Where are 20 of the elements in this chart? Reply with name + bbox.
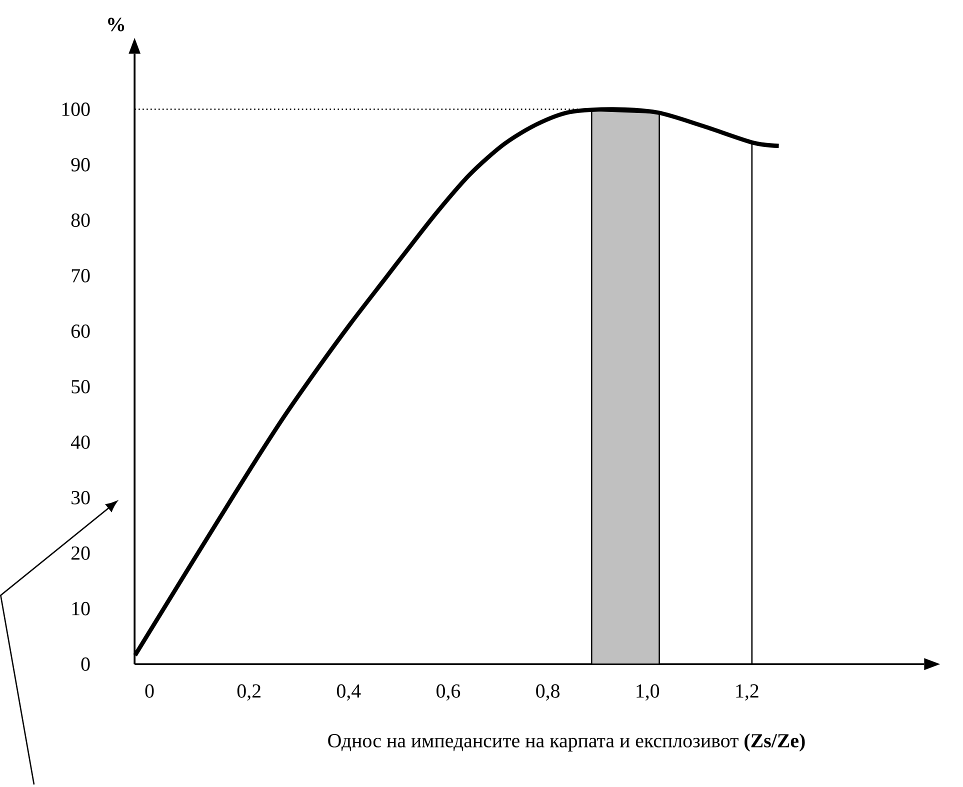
y-tick-label: 50 bbox=[72, 380, 90, 394]
y-tick-label: 90 bbox=[71, 158, 90, 172]
x-tick-label: 1,2 bbox=[736, 684, 758, 701]
y-tick-label: 70 bbox=[72, 269, 90, 283]
y-tick-label: 30 bbox=[72, 491, 90, 505]
y-tick-label: 20 bbox=[71, 546, 90, 560]
x-tick-label: 0,8 bbox=[536, 684, 560, 701]
y-tick-label: 80 bbox=[71, 214, 90, 228]
y-tick-label: 40 bbox=[70, 436, 90, 450]
x-tick-label: 1,0 bbox=[636, 684, 660, 701]
x-tick-label: 0,2 bbox=[237, 684, 260, 701]
x-tick-label: 0,4 bbox=[336, 684, 361, 701]
y-tick-label: 60 bbox=[71, 324, 90, 338]
x-tick-label: 0 bbox=[145, 684, 154, 698]
y-axis-title: % bbox=[108, 18, 124, 32]
x-axis-title: Однос на импедансите на карпата и експлозивот (Zs/Ze) bbox=[328, 734, 805, 752]
y-tick-label: 0 bbox=[81, 658, 90, 672]
y-tick-label: 100 bbox=[62, 102, 90, 116]
y-tick-label: 10 bbox=[72, 602, 90, 616]
x-tick-label: 0,6 bbox=[436, 684, 460, 701]
